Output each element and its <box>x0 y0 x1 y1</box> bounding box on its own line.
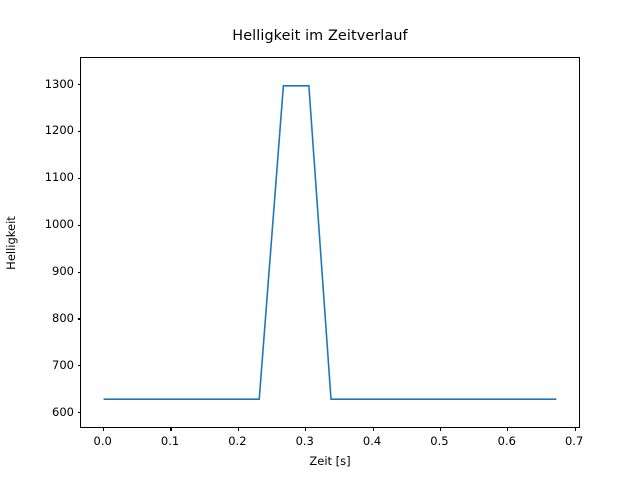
y-tick-label: 1000 <box>44 217 74 232</box>
plot-area <box>77 57 580 431</box>
y-tick-label: 800 <box>52 310 74 325</box>
x-tick-label: 0.7 <box>564 434 584 448</box>
x-tick-mark <box>439 427 441 431</box>
y-tick-label: 1300 <box>44 76 74 91</box>
x-tick-mark <box>103 427 105 431</box>
x-tick-mark <box>237 427 239 431</box>
x-tick-mark <box>507 427 509 431</box>
x-tick-label: 0.1 <box>160 434 180 448</box>
y-tick-mark <box>77 318 81 320</box>
x-tick-mark <box>574 427 576 431</box>
y-tick-mark <box>77 271 81 273</box>
y-tick-label: 700 <box>52 357 74 372</box>
x-tick-label: 0.6 <box>497 434 516 448</box>
series-line-helligkeit <box>103 85 557 400</box>
y-tick-mark <box>77 224 81 226</box>
x-tick-mark <box>305 427 307 431</box>
y-tick-mark <box>77 177 81 179</box>
y-tick-mark <box>77 412 81 414</box>
y-tick-label: 1200 <box>44 123 74 138</box>
x-tick-mark <box>372 427 374 431</box>
x-tick-label: 0.0 <box>93 434 112 448</box>
y-tick-mark <box>77 130 81 132</box>
x-axis-label: Zeit [s] <box>309 454 351 468</box>
x-tick-label: 0.4 <box>362 434 382 448</box>
chart-title: Helligkeit im Zeitverlauf <box>232 28 408 44</box>
y-tick-label: 1100 <box>44 170 74 185</box>
x-tick-mark <box>170 427 172 431</box>
y-tick-mark <box>77 365 81 367</box>
y-axis-label-text: Helligkeit <box>4 215 19 270</box>
y-tick-label: 900 <box>52 264 74 279</box>
x-tick-label: 0.3 <box>295 434 314 448</box>
x-tick-label: 0.5 <box>430 434 449 448</box>
x-tick-label: 0.2 <box>228 434 247 448</box>
y-tick-label: 600 <box>52 404 74 419</box>
data-line-series <box>103 85 557 400</box>
y-axis-label: Helligkeit <box>0 57 22 428</box>
y-tick-mark <box>77 83 81 86</box>
